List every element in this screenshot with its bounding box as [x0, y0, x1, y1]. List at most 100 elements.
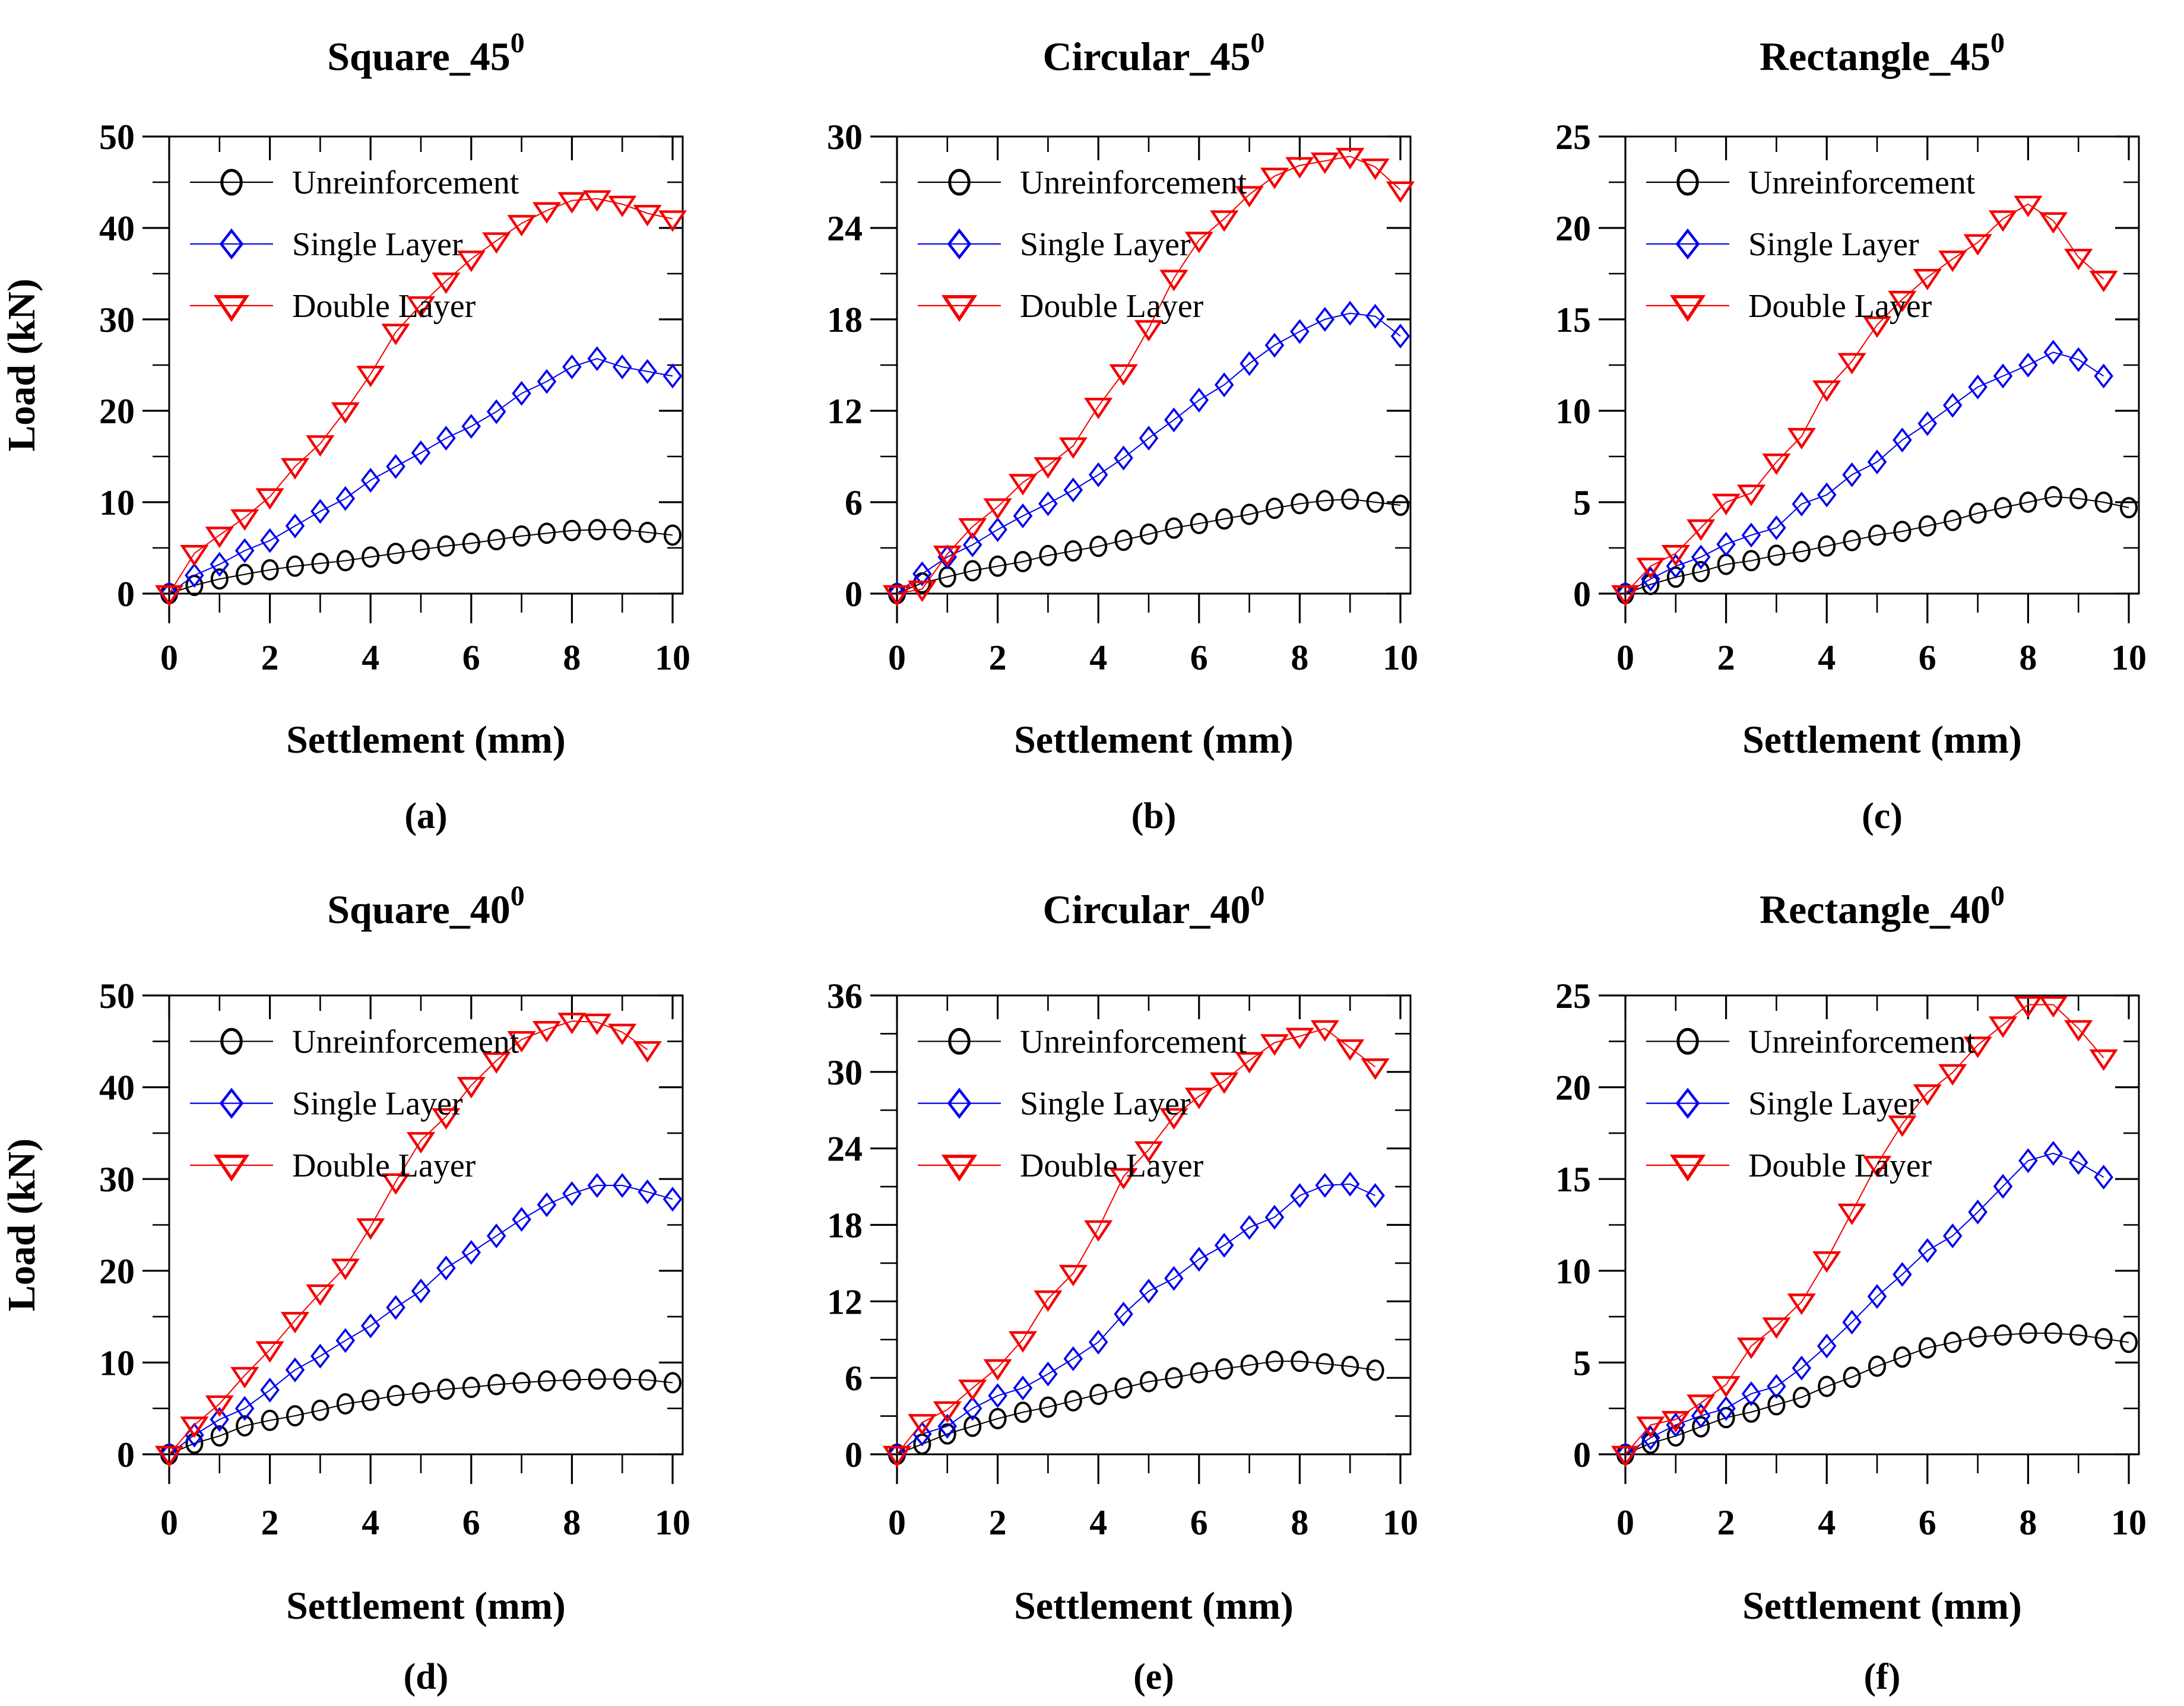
x-tick-label: 0 [1616, 638, 1634, 677]
series-unreinforcement [160, 519, 681, 604]
x-tick-label: 10 [2111, 638, 2147, 677]
legend: Unreinforcement Single Layer Double Layer [918, 1023, 1247, 1184]
legend: Unreinforcement Single Layer Double Layer [189, 164, 519, 325]
x-tick-labels: 0 2 4 6 8 10 [888, 1503, 1418, 1542]
x-axis-title: Settlement (mm) [1014, 718, 1294, 762]
legend-label: Single Layer [1748, 1086, 1919, 1122]
legend-label: Double Layer [1748, 288, 1932, 325]
x-axis-title: Settlement (mm) [286, 718, 566, 762]
y-tick-label: 18 [827, 1206, 863, 1245]
x-axis-title: Settlement (mm) [286, 1584, 566, 1628]
y-tick-label: 30 [827, 1053, 863, 1092]
x-tick-label: 6 [1190, 638, 1208, 677]
legend-item-double-layer: Double Layer [918, 288, 1204, 325]
chart-panel-b: 0 2 4 6 8 10 0 6 12 18 24 30 Unreinforcement Single L… [728, 0, 1456, 853]
legend-label: Single Layer [292, 1086, 463, 1122]
legend-item-single-layer: Single Layer [1646, 226, 1919, 263]
legend: Unreinforcement Single Layer Double Layer [189, 1023, 519, 1184]
y-tick-label: 0 [117, 575, 135, 614]
legend-label: Unreinforcement [1748, 1023, 1976, 1060]
series-line [1624, 1004, 2104, 1455]
y-tick-label: 40 [99, 1068, 135, 1108]
y-axis-title: Load (kN) [0, 278, 43, 452]
legend-item-single-layer: Single Layer [918, 1086, 1191, 1122]
y-tick-label: 6 [845, 483, 863, 522]
y-tick-label: 12 [827, 392, 863, 431]
legend-label: Double Layer [1020, 1147, 1204, 1184]
legend-label: Double Layer [1748, 1147, 1932, 1184]
series-double-layer [154, 190, 687, 607]
series-single-layer [159, 1173, 683, 1467]
series-line [896, 1028, 1376, 1455]
series-line [896, 312, 1401, 594]
series-double-layer [1611, 195, 2118, 607]
x-tick-label: 0 [160, 1503, 178, 1542]
x-tick-label: 8 [2019, 1503, 2037, 1542]
series-double-layer [883, 1020, 1390, 1467]
x-tick-label: 4 [362, 1503, 379, 1542]
legend-item-single-layer: Single Layer [918, 226, 1191, 263]
panel-caption: (c) [1862, 796, 1903, 836]
series-single-layer [159, 346, 683, 606]
x-tick-labels: 0 2 4 6 8 10 [888, 638, 1418, 677]
y-tick-label: 10 [99, 1343, 135, 1382]
x-tick-label: 4 [1818, 1503, 1836, 1542]
y-tick-label: 25 [1555, 976, 1591, 1016]
series-single-layer [887, 300, 1410, 606]
x-tick-label: 4 [362, 638, 379, 677]
legend-label: Single Layer [1748, 226, 1919, 263]
panel-caption: (d) [404, 1657, 449, 1697]
chart-title: Square_400 [327, 880, 525, 932]
legend-label: Single Layer [292, 226, 463, 263]
legend-label: Unreinforcement [1748, 164, 1976, 201]
y-tick-labels: 0 5 10 15 20 25 [1555, 118, 1591, 614]
legend-item-unreinforcement: Unreinforcement [918, 1023, 1247, 1060]
panel-caption: (e) [1133, 1657, 1174, 1697]
series-unreinforcement [1616, 486, 2138, 604]
y-tick-label: 15 [1555, 1160, 1591, 1199]
legend-label: Single Layer [1020, 226, 1191, 263]
y-tick-label: 50 [99, 118, 135, 157]
series-line [896, 1361, 1376, 1455]
plot-frame [1624, 135, 2140, 595]
x-tick-label: 4 [1090, 638, 1108, 677]
y-tick-label: 0 [845, 575, 863, 614]
x-tick-label: 8 [2019, 638, 2037, 677]
x-tick-label: 6 [462, 638, 480, 677]
series-line [169, 1185, 673, 1455]
series-double-layer [883, 148, 1415, 607]
legend-item-double-layer: Double Layer [918, 1147, 1204, 1184]
axis-ticks [142, 994, 683, 1484]
axis-ticks [142, 135, 683, 623]
y-tick-labels: 0 5 10 15 20 25 [1555, 976, 1591, 1474]
legend-item-single-layer: Single Layer [189, 1086, 463, 1122]
legend: Unreinforcement Single Layer Double Layer [1646, 164, 1976, 325]
legend-item-unreinforcement: Unreinforcement [1646, 164, 1976, 201]
legend-item-unreinforcement: Unreinforcement [189, 164, 519, 201]
legend: Unreinforcement Single Layer Double Layer [1646, 1023, 1976, 1184]
legend-label: Unreinforcement [292, 1023, 519, 1060]
x-tick-label: 0 [888, 1503, 906, 1542]
chart-svg-d: 0 2 4 6 8 10 0 10 20 30 40 50 Unreinforcement Single … [0, 880, 690, 1697]
x-tick-label: 2 [1717, 1503, 1735, 1542]
x-tick-label: 4 [1090, 1503, 1108, 1542]
x-tick-label: 0 [888, 638, 906, 677]
y-tick-label: 10 [99, 483, 135, 522]
x-tick-label: 8 [563, 638, 581, 677]
y-tick-label: 0 [1573, 575, 1591, 614]
series-line [1625, 351, 2104, 594]
chart-svg-e: 0 2 4 6 8 10061218243036UnreinforcementSingle… [827, 880, 1418, 1697]
x-tick-label: 2 [261, 1503, 279, 1542]
y-tick-label: 15 [1555, 300, 1591, 340]
x-tick-labels: 0 2 4 6 8 10 [1616, 638, 2147, 677]
y-tick-label: 25 [1555, 118, 1591, 157]
y-tick-label: 0 [1573, 1435, 1591, 1474]
series-unreinforcement [1616, 1322, 2138, 1465]
legend-item-double-layer: Double Layer [189, 1147, 476, 1184]
y-tick-label: 24 [827, 209, 863, 248]
y-tick-label: 30 [99, 300, 135, 340]
y-tick-label: 50 [99, 976, 135, 1016]
y-tick-label: 10 [1555, 392, 1591, 431]
chart-title: Circular_400 [1043, 880, 1265, 932]
